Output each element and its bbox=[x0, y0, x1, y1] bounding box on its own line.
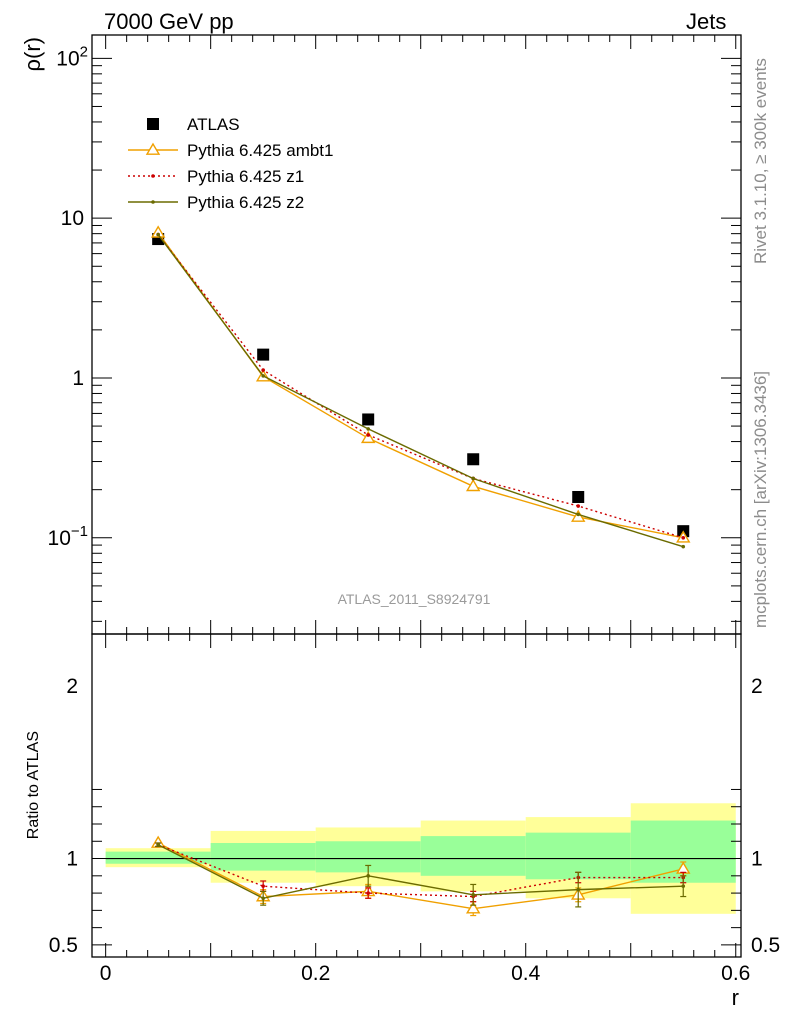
ratio-point bbox=[261, 896, 265, 901]
data-point bbox=[362, 413, 375, 426]
data-point bbox=[576, 512, 581, 517]
y-tick-label: 10−1 bbox=[48, 523, 88, 550]
ratio-y-axis-label: Ratio to ATLAS bbox=[25, 731, 42, 839]
uncertainty-band-inner bbox=[525, 832, 631, 880]
ratio-line bbox=[157, 844, 684, 898]
data-point bbox=[261, 368, 265, 372]
y-tick-label: 2 bbox=[66, 675, 78, 698]
data-point bbox=[366, 433, 370, 437]
data-point bbox=[257, 348, 270, 361]
ratio-series-pythia-6-425-z2 bbox=[155, 842, 687, 908]
legend-label: Pythia 6.425 z1 bbox=[187, 167, 304, 186]
y-axis-label: ρ(r) bbox=[20, 37, 45, 72]
series-pythia-6-425-z2 bbox=[156, 232, 686, 549]
y-tick-label-right: 0.5 bbox=[751, 934, 780, 957]
x-axis-label: r bbox=[732, 985, 739, 1010]
ratio-plot-frame bbox=[91, 633, 742, 958]
y-tick-label-right: 1 bbox=[751, 848, 763, 871]
series-atlas bbox=[152, 233, 690, 538]
data-point bbox=[681, 544, 686, 549]
y-tick-label-right: 2 bbox=[751, 675, 763, 698]
data-point bbox=[366, 427, 370, 431]
legend-label: Pythia 6.425 z2 bbox=[187, 193, 304, 212]
data-point bbox=[572, 490, 585, 503]
ratio-point bbox=[366, 891, 370, 895]
legend-label: ATLAS bbox=[187, 115, 240, 134]
legend-marker bbox=[147, 118, 159, 130]
series-line bbox=[157, 232, 684, 539]
y-tick-label: 1 bbox=[72, 367, 84, 390]
series-line bbox=[157, 234, 684, 539]
series-line bbox=[157, 234, 684, 548]
uncertainty-band-inner bbox=[105, 851, 211, 864]
data-point bbox=[150, 225, 166, 238]
x-tick-label: 0.2 bbox=[301, 962, 330, 985]
ratio-point bbox=[366, 874, 370, 878]
data-point bbox=[471, 476, 476, 481]
collision-label: 7000 GeV pp bbox=[104, 9, 234, 34]
series-pythia-6-425-z1 bbox=[156, 232, 686, 540]
y-tick-label: 1 bbox=[66, 848, 78, 871]
data-point bbox=[261, 374, 265, 378]
uncertainty-band-inner bbox=[420, 836, 526, 876]
uncertainty-band-inner bbox=[210, 843, 316, 871]
ratio-point bbox=[465, 901, 481, 914]
ratio-point bbox=[471, 893, 476, 897]
x-tick-label: 0 bbox=[100, 962, 112, 985]
data-point bbox=[465, 478, 481, 492]
y-tick-label: 0.5 bbox=[49, 934, 78, 957]
legend-label: Pythia 6.425 ambt1 bbox=[187, 141, 333, 160]
series-pythia-6-425-ambt1 bbox=[150, 225, 691, 543]
ratio-line bbox=[157, 844, 684, 900]
x-tick-label: 0.4 bbox=[511, 962, 541, 985]
data-point bbox=[360, 430, 376, 444]
legend-marker bbox=[151, 174, 155, 178]
legend: ATLAS Pythia 6.425 ambt1 Pythia 6.425 z1 Py… bbox=[128, 115, 333, 212]
legend-marker bbox=[151, 200, 155, 204]
analysis-watermark: ATLAS_2011_S8924791 bbox=[338, 591, 491, 607]
y-tick-label: 10 bbox=[61, 207, 84, 230]
x-tick-label: 0.6 bbox=[721, 962, 750, 985]
data-point bbox=[467, 453, 480, 466]
data-point bbox=[681, 535, 686, 540]
legend-marker bbox=[145, 142, 161, 155]
ratio-line bbox=[157, 842, 684, 910]
y-tick-label: 102 bbox=[56, 43, 88, 70]
ratio-point bbox=[150, 835, 166, 848]
ratio-point bbox=[576, 887, 581, 892]
data-point bbox=[156, 232, 160, 237]
ratio-point bbox=[681, 884, 686, 888]
data-point bbox=[576, 504, 581, 508]
ratio-point bbox=[156, 842, 160, 847]
process-label: Jets bbox=[686, 9, 727, 34]
ratio-point bbox=[261, 884, 265, 888]
